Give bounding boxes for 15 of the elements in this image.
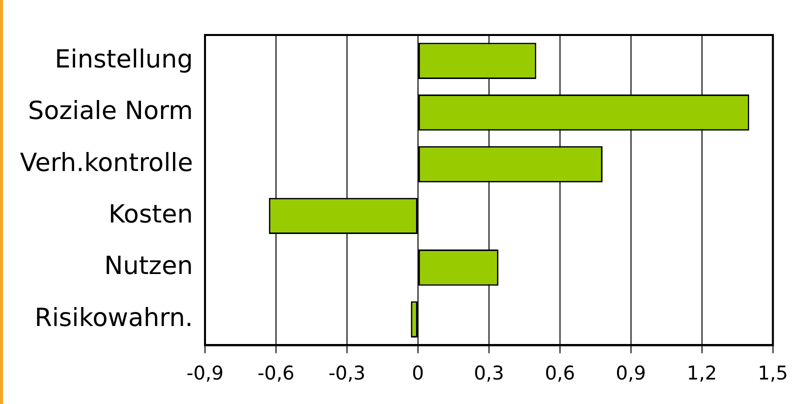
x-tick-label: 0,6 — [544, 362, 576, 385]
x-tick-label: 1,5 — [758, 362, 788, 385]
y-tick-label: Nutzen — [104, 251, 193, 280]
x-tick-label: 0,9 — [616, 362, 646, 385]
y-tick-label: Kosten — [108, 199, 193, 228]
y-tick-label: Verh.kontrolle — [20, 148, 193, 177]
x-tick-label: -0,6 — [257, 362, 295, 385]
x-tick-label: 0,3 — [474, 362, 504, 385]
y-tick-label: Einstellung — [54, 44, 193, 74]
y-tick-label: Soziale Norm — [28, 96, 193, 126]
y-tick-label: Risikowahrn. — [34, 302, 193, 332]
x-tick-label: -0,9 — [186, 362, 224, 385]
x-tick-label: -0,3 — [328, 362, 366, 385]
x-tick-label: 1,2 — [686, 362, 718, 385]
x-tick-label: 0 — [412, 362, 424, 385]
